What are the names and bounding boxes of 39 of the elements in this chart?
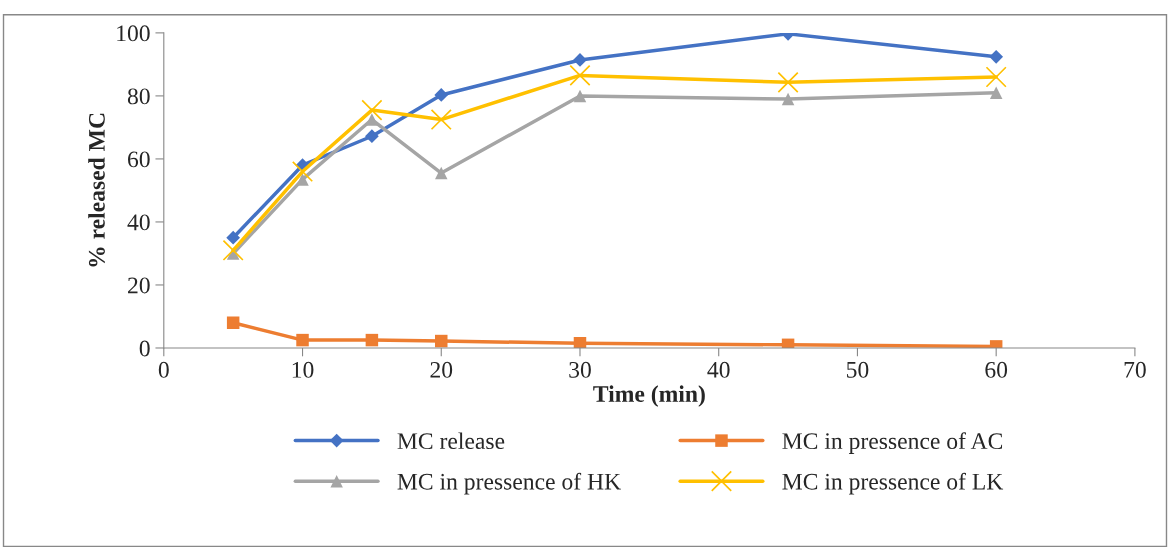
x-tick-label: 40 — [707, 361, 730, 378]
x-tick-label: 50 — [847, 361, 869, 378]
y-tick-label: 20 — [128, 277, 150, 294]
point — [435, 334, 448, 348]
x-axis-title: Time (min) — [593, 385, 705, 407]
y-tick-label: 60 — [128, 151, 150, 168]
point — [296, 333, 309, 347]
point — [989, 49, 1004, 64]
point — [434, 88, 449, 102]
point — [361, 99, 383, 121]
x-tick-label: 0 — [158, 361, 169, 378]
point — [435, 166, 448, 180]
x-tick-label: 20 — [430, 361, 453, 378]
point — [365, 113, 379, 126]
x-tick-label: 30 — [569, 361, 591, 378]
point — [777, 71, 799, 93]
point — [569, 64, 591, 86]
point — [989, 86, 1003, 99]
legend-label: MC release — [397, 432, 505, 450]
point — [365, 129, 379, 144]
x-tick-label: 60 — [985, 361, 1008, 378]
point — [365, 333, 379, 347]
y-tick-label: 0 — [139, 340, 150, 357]
x-tick-label: 10 — [292, 361, 314, 378]
legend-label: MC in pressence of HK — [397, 472, 621, 495]
point — [985, 66, 1007, 88]
point — [226, 316, 240, 330]
y-tick-label: 100 — [117, 25, 150, 42]
legend-label: MC in pressence of LK — [782, 472, 1004, 495]
point — [222, 239, 244, 261]
legend-label: MC in pressence of AC — [782, 432, 1003, 454]
y-tick-label: 40 — [127, 214, 150, 231]
point — [573, 89, 587, 103]
point — [781, 92, 795, 106]
point — [226, 230, 241, 245]
x-tick-label: 70 — [1124, 361, 1146, 378]
y-tick-label: 80 — [127, 88, 150, 105]
point — [430, 108, 452, 131]
y-axis-title: % released MC — [88, 113, 105, 267]
